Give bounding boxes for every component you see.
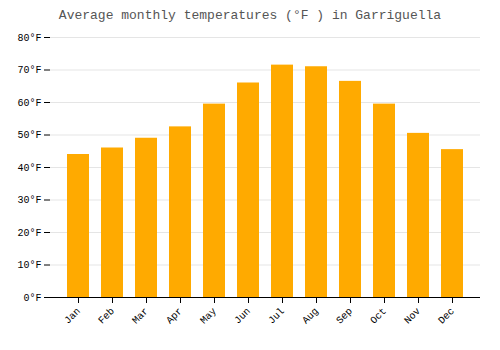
svg-text:20°F: 20°F <box>17 228 41 239</box>
svg-text:70°F: 70°F <box>17 65 41 76</box>
svg-text:40°F: 40°F <box>17 163 41 174</box>
svg-text:30°F: 30°F <box>17 195 41 206</box>
svg-text:Jul: Jul <box>266 306 287 327</box>
svg-text:0°F: 0°F <box>23 293 41 304</box>
svg-text:Nov: Nov <box>402 306 423 327</box>
svg-text:60°F: 60°F <box>17 98 41 109</box>
svg-text:10°F: 10°F <box>17 260 41 271</box>
svg-text:Oct: Oct <box>368 306 389 327</box>
svg-text:Mar: Mar <box>130 306 151 327</box>
svg-text:80°F: 80°F <box>17 33 41 44</box>
svg-text:Aug: Aug <box>300 306 321 327</box>
svg-text:Jan: Jan <box>62 306 83 327</box>
svg-text:50°F: 50°F <box>17 130 41 141</box>
svg-text:Apr: Apr <box>164 306 185 327</box>
svg-text:Jun: Jun <box>232 306 253 327</box>
svg-text:May: May <box>198 306 219 327</box>
svg-text:Dec: Dec <box>436 306 457 327</box>
html-text:Average monthly temperatures (: Average monthly temperatures (°F ) in Ga… <box>58 8 442 23</box>
svg-text:Sep: Sep <box>334 306 355 327</box>
svg-text:Feb: Feb <box>96 306 117 327</box>
